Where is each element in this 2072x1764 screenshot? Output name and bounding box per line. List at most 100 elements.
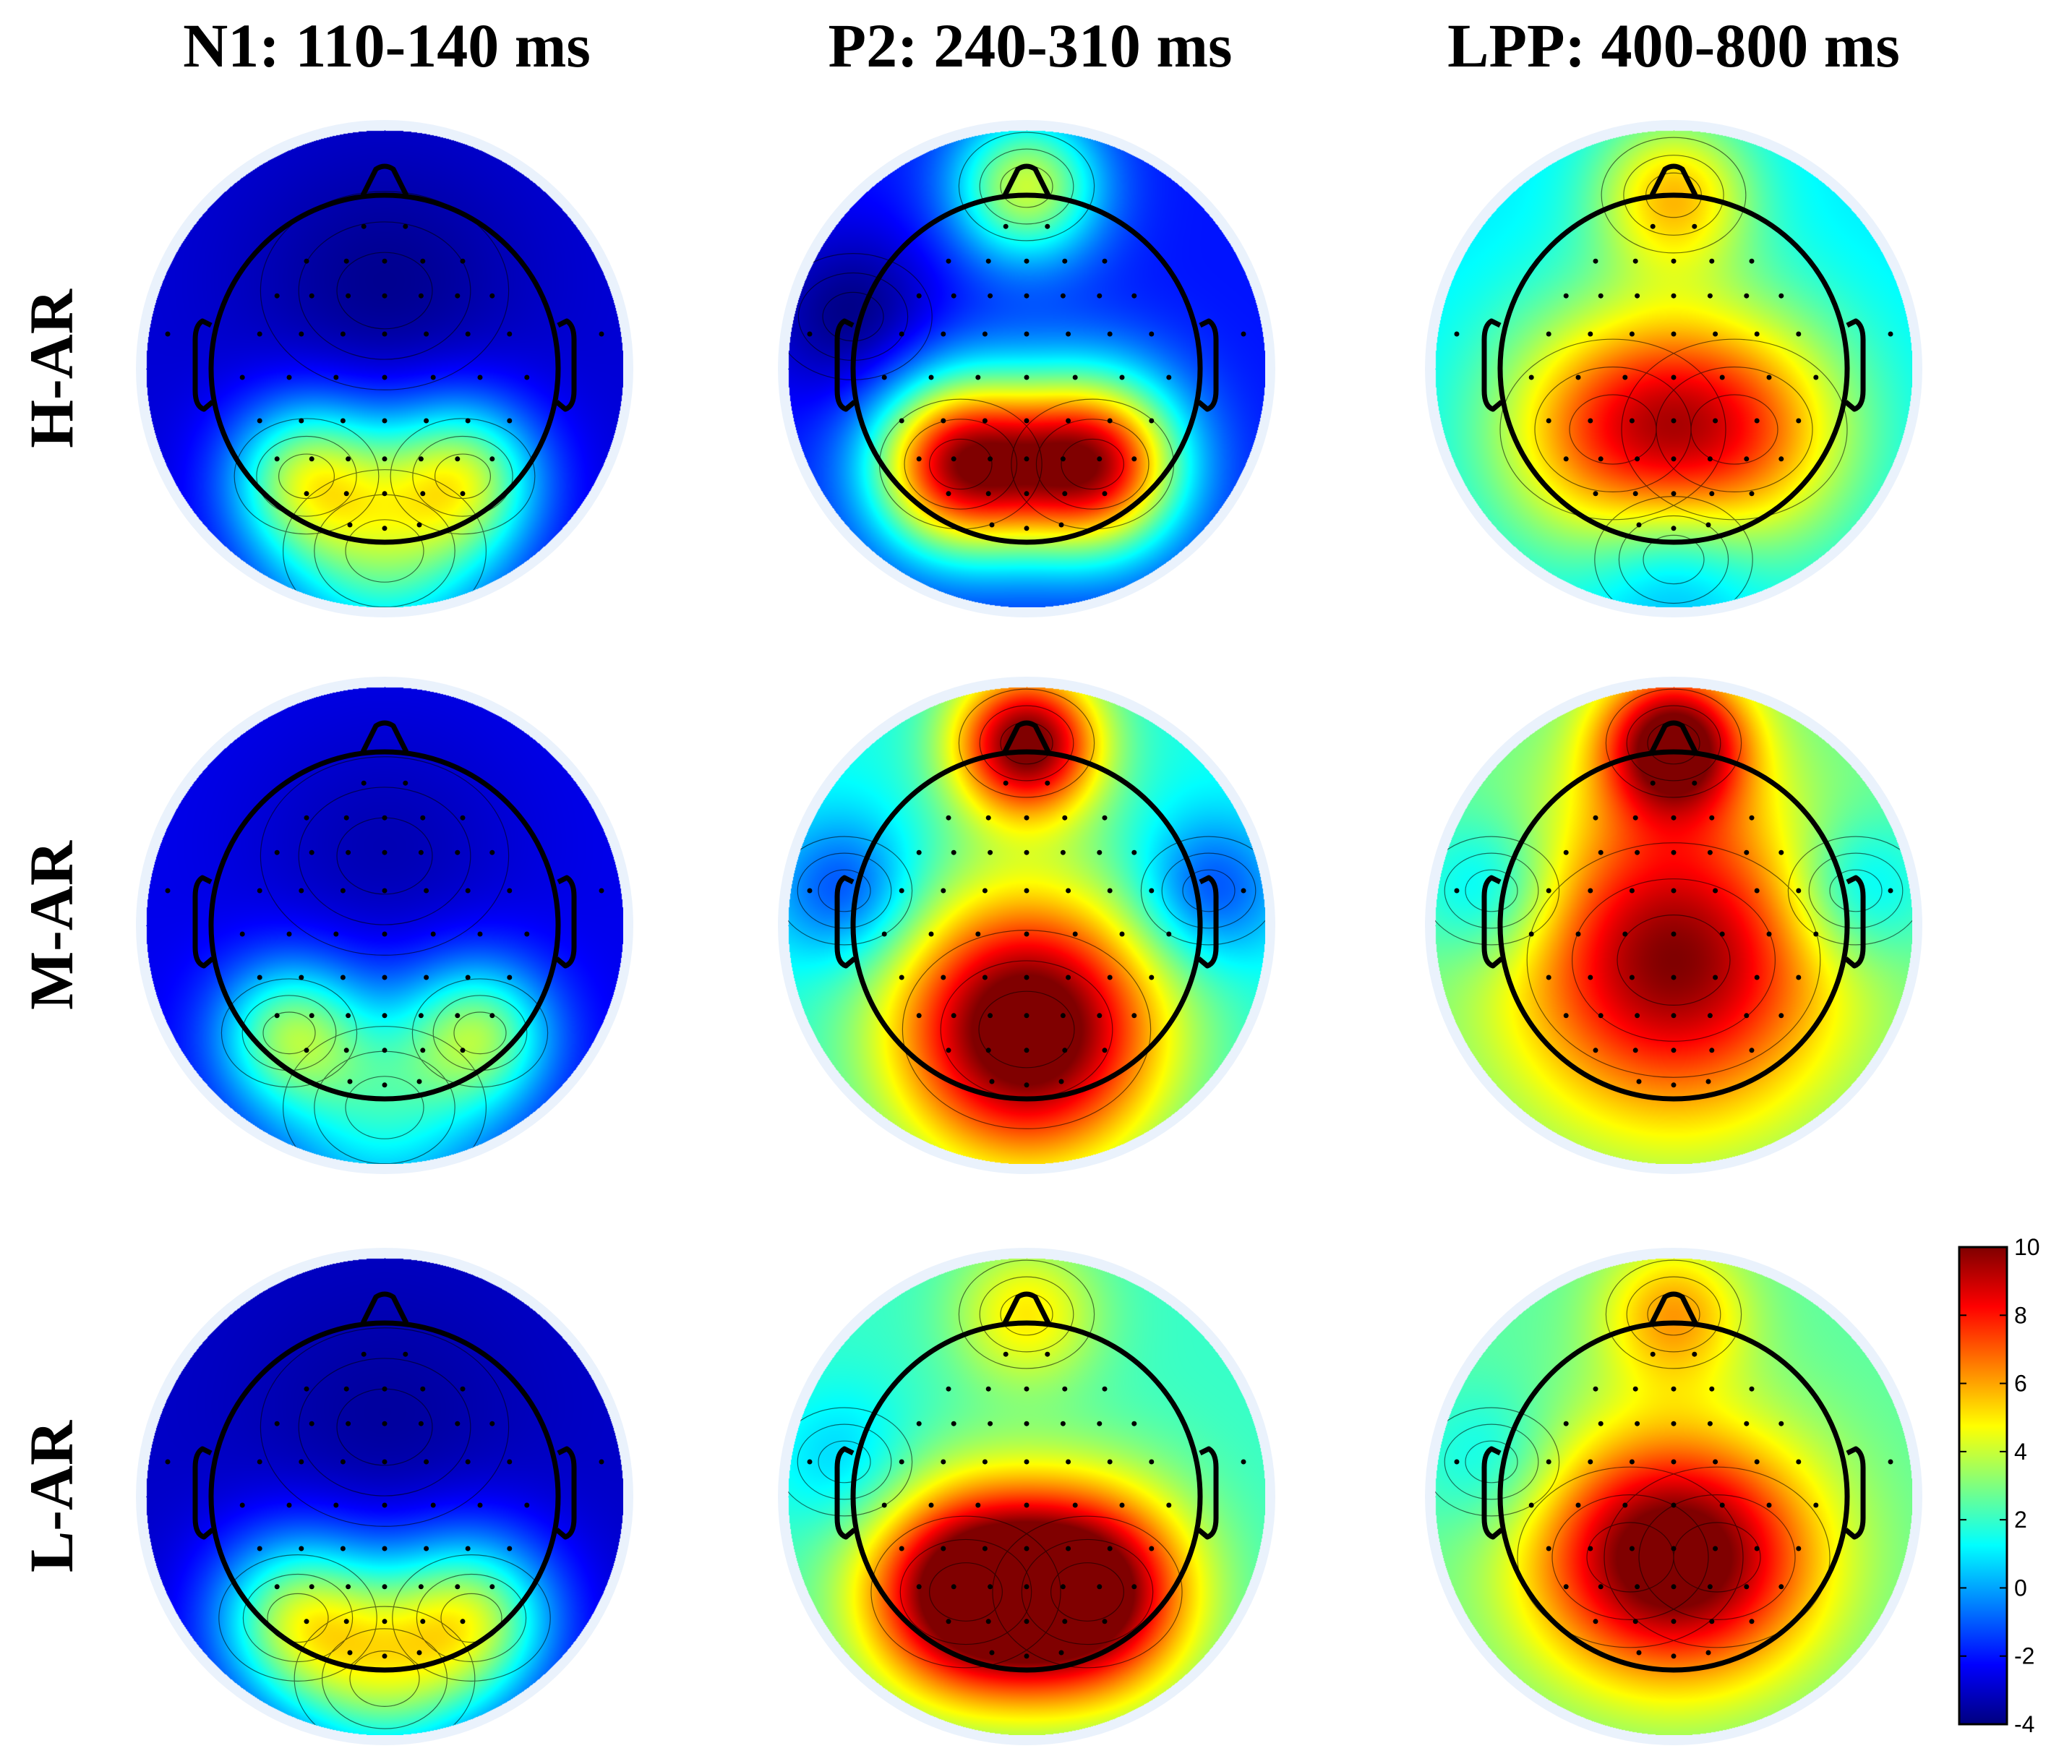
- topomap-l-ar-p2: [778, 1248, 1275, 1745]
- electrode: [299, 418, 304, 424]
- electrode: [1131, 293, 1137, 299]
- electrode: [1813, 374, 1819, 380]
- electrode: [1060, 1013, 1066, 1019]
- electrode: [346, 1584, 351, 1590]
- electrode: [988, 293, 993, 299]
- electrode: [1744, 849, 1750, 855]
- electrode: [1024, 418, 1029, 424]
- electrode: [1166, 1502, 1172, 1508]
- electrode: [1058, 1650, 1064, 1656]
- electrode: [1888, 331, 1893, 337]
- electrode: [1102, 258, 1108, 264]
- electrode: [985, 1048, 991, 1053]
- electrode: [1107, 975, 1113, 980]
- contour-lines: [218, 1327, 551, 1735]
- electrode: [299, 331, 304, 337]
- electrode: [382, 815, 388, 821]
- electrode: [1705, 1650, 1711, 1656]
- electrode: [1754, 975, 1760, 980]
- electrode: [309, 849, 314, 855]
- head-outline: [1481, 720, 1866, 1102]
- electrode: [477, 1502, 483, 1508]
- electrode: [807, 888, 813, 894]
- right-ear-icon: [1844, 875, 1866, 969]
- colorbar-tick-label: 0: [2014, 1575, 2027, 1601]
- electrode: [1024, 888, 1029, 894]
- electrode: [1671, 1048, 1677, 1053]
- electrode: [424, 975, 429, 980]
- electrode: [1102, 491, 1108, 497]
- electrode: [988, 1013, 993, 1019]
- electrode: [257, 331, 262, 337]
- electrode: [455, 1013, 461, 1019]
- electrode: [382, 526, 388, 531]
- electrode: [343, 258, 349, 264]
- electrode: [1692, 223, 1698, 229]
- topomap-l-ar-lpp: [1425, 1248, 1922, 1745]
- electrode: [1024, 293, 1029, 299]
- electrode: [1024, 1048, 1029, 1053]
- electrode: [1713, 888, 1718, 894]
- electrode: [899, 331, 904, 337]
- electrode: [343, 1386, 349, 1392]
- electrode: [1692, 780, 1698, 786]
- electrode: [361, 223, 367, 229]
- electrode: [1131, 1584, 1137, 1590]
- electrode: [1778, 1584, 1784, 1590]
- electrode: [340, 975, 346, 980]
- electrode: [1066, 888, 1071, 894]
- electrode: [1024, 1459, 1029, 1465]
- electrode-dots: [807, 780, 1246, 1088]
- electrode: [1754, 331, 1760, 337]
- electrode: [1131, 1013, 1137, 1019]
- electrode: [1796, 888, 1802, 894]
- electrode: [1622, 374, 1628, 380]
- potential-map: [146, 687, 623, 1164]
- electrode: [1813, 931, 1819, 937]
- electrode: [985, 815, 991, 821]
- electrode: [382, 331, 388, 337]
- electrode: [1045, 1351, 1050, 1357]
- electrode: [988, 456, 993, 462]
- electrode: [304, 1386, 309, 1392]
- electrode: [599, 1459, 604, 1465]
- electrode: [1632, 491, 1638, 497]
- electrode: [489, 1013, 495, 1019]
- electrode-dots: [165, 223, 604, 531]
- electrode: [1024, 1653, 1029, 1659]
- electrode: [1058, 1079, 1064, 1084]
- nose-icon: [1002, 720, 1051, 753]
- row-title-m-ar: M-AR: [17, 840, 86, 1010]
- electrode: [424, 331, 429, 337]
- nose-icon: [1649, 720, 1698, 753]
- electrode: [1062, 1048, 1068, 1053]
- electrode: [928, 374, 934, 380]
- electrode: [1713, 418, 1718, 424]
- electrode: [1744, 456, 1750, 462]
- electrode: [1707, 1421, 1713, 1426]
- electrode: [1024, 331, 1029, 337]
- electrode: [1796, 331, 1802, 337]
- electrode: [985, 1619, 991, 1624]
- electrode: [1060, 1421, 1066, 1426]
- electrode: [1546, 1459, 1551, 1465]
- electrode: [286, 931, 292, 937]
- topomap-l-ar-n1: [136, 1248, 633, 1745]
- electrode: [951, 1013, 956, 1019]
- electrode-dots: [165, 1351, 604, 1659]
- electrode: [1796, 1459, 1802, 1465]
- electrode: [1635, 1013, 1640, 1019]
- electrode: [1888, 888, 1893, 894]
- electrode: [239, 374, 245, 380]
- electrode: [1632, 258, 1638, 264]
- electrode: [1629, 331, 1635, 337]
- electrode: [988, 1421, 993, 1426]
- electrode: [507, 888, 513, 894]
- potential-map: [146, 130, 623, 607]
- electrode: [1778, 456, 1784, 462]
- electrode: [985, 1386, 991, 1392]
- electrode: [1593, 491, 1598, 497]
- electrode-dots: [1454, 780, 1893, 1088]
- potential-map: [788, 1258, 1265, 1735]
- contour-lines: [1435, 1259, 1831, 1648]
